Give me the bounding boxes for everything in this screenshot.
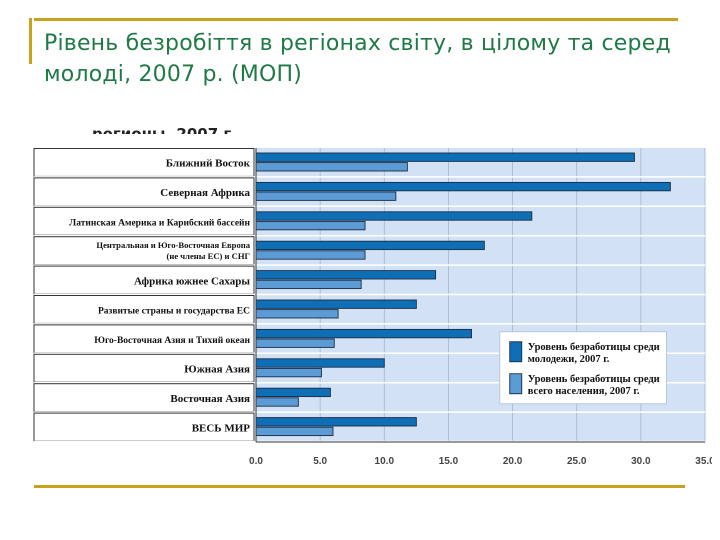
cropped-caption: регионы, 2007 г. (92, 125, 237, 134)
bar-series-1 (255, 358, 385, 368)
legend-swatch (509, 373, 523, 395)
x-tick-label: 5.0 (313, 456, 327, 467)
x-tick-label: 20.0 (503, 456, 523, 467)
bar-series-1 (255, 152, 635, 162)
legend-entry-text: Уровень безработицы среди (528, 342, 660, 353)
category-label: Юго-Восточная Азия и Тихий океан (94, 335, 250, 346)
bar-series-1 (255, 417, 417, 427)
slide-title: Рівень безробіття в регіонах світу, в ці… (44, 31, 671, 87)
bar-series-2 (255, 367, 322, 378)
category-label: Южная Азия (184, 364, 250, 376)
legend-entry-text: молодежи, 2007 г. (528, 354, 610, 365)
bar-series-1 (255, 270, 437, 280)
left-accent-rule (29, 18, 32, 64)
x-tick-label: 0.0 (249, 456, 263, 467)
legend-swatch (509, 341, 523, 363)
legend-entry-text: Уровень безработицы среди (528, 374, 660, 385)
bar-chart: Ближний Восток Северная Африка Латинская А… (33, 148, 712, 467)
bar-series-2 (255, 191, 397, 201)
bottom-accent-rule (34, 485, 685, 488)
category-label-box (33, 236, 255, 266)
category-label: Ближний Восток (166, 158, 251, 170)
bar-series-2 (255, 426, 334, 437)
bar-series-1 (255, 211, 533, 221)
category-label: (не члены ЕС) и СНГ (167, 251, 250, 261)
category-label: Латинская Америка и Карибский бассейн (69, 218, 250, 229)
category-label-box (33, 177, 255, 207)
category-label: Восточная Азия (170, 393, 250, 405)
x-tick-label: 25.0 (567, 456, 587, 467)
bar-series-2 (255, 220, 366, 231)
top-accent-rule (34, 18, 678, 21)
bar-series-2 (255, 250, 366, 260)
category-label: Центральная и Юго-Восточная Европа (96, 240, 250, 250)
x-tick-label: 10.0 (375, 456, 395, 467)
bar-series-2 (255, 162, 408, 172)
legend-box (499, 331, 668, 405)
category-label-box (33, 148, 255, 177)
bar-series-2 (255, 309, 339, 319)
bar-series-1 (255, 328, 472, 339)
category-label-box (33, 383, 255, 413)
legend-entry-text: всего населения, 2007 г. (528, 386, 640, 397)
bar-series-1 (255, 299, 417, 309)
category-label-box (33, 412, 255, 442)
bar-series-1 (255, 387, 331, 398)
category-label-box (33, 324, 255, 354)
category-label-box (33, 353, 255, 383)
x-tick-label: 30.0 (631, 456, 651, 467)
x-tick-label: 15.0 (439, 456, 459, 467)
category-label: Африка южнее Сахары (134, 275, 250, 287)
category-label-box (33, 206, 255, 236)
category-label-box (33, 295, 255, 324)
category-label: Северная Африка (160, 187, 250, 199)
bar-series-2 (255, 397, 299, 407)
category-label: ВЕСЬ МИР (192, 422, 251, 434)
category-label: Развитые страны и государства ЕС (98, 307, 250, 317)
bar-series-1 (255, 240, 485, 251)
x-tick-label: 35.0 (695, 456, 712, 467)
bar-series-2 (255, 279, 362, 290)
bar-series-2 (255, 338, 335, 348)
bar-series-1 (255, 181, 671, 192)
